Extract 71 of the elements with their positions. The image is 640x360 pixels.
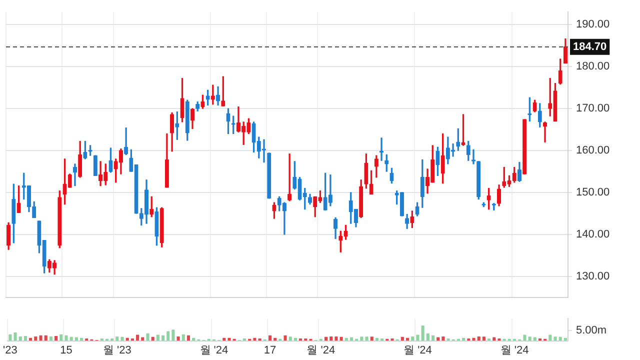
bar [288,336,292,341]
y-tick-label: 140.00 [576,228,610,240]
candlestick [154,207,159,246]
bar [228,338,231,341]
candlestick [288,154,292,202]
x-tick-label: '23 [3,344,18,356]
y-tick-label: 150.00 [576,186,610,199]
bar [44,335,48,341]
bar [166,331,170,341]
x-tick-label: 15 [60,344,72,356]
bar [431,335,435,341]
bar [284,335,287,341]
bar [60,334,63,341]
y-tick-label: 5.00m [576,324,607,336]
x-tick-label: 월 '24 [404,344,432,356]
bar [146,333,150,341]
bar [370,336,374,341]
bar [411,336,414,341]
y-tick-label: 190.00 [576,18,610,31]
bar [18,336,22,341]
bar [120,336,124,341]
bar [182,334,185,341]
candlestick [16,185,21,213]
bar [477,336,480,341]
bar [472,338,476,341]
y-tick-label: 160.00 [576,144,610,157]
bar [416,334,420,341]
bar [442,336,445,341]
bar [64,335,68,341]
candlestick [471,149,476,164]
candlestick [436,146,440,176]
bar [176,336,180,341]
bar [172,330,175,341]
candlestick [72,164,78,186]
bar [360,336,364,341]
x-tick-label: 17 [264,344,276,356]
x-tick-label: 월 '24 [500,344,529,356]
bar [49,336,52,341]
y-tick-label: 130.00 [576,270,610,282]
y-tick-label: 180.00 [576,60,610,73]
bar [161,335,165,341]
candlestick [226,108,230,134]
candlestick [390,168,394,184]
bar [8,334,12,341]
bar [116,336,119,341]
bar [268,335,272,341]
candlestick [415,202,420,216]
bar [426,333,430,341]
x-tick-label: 월 '23 [102,344,132,356]
bar [24,336,28,341]
candlestick [272,202,276,219]
bar [554,336,557,341]
bar [54,336,58,341]
candlestick [461,114,466,146]
bar [186,335,190,341]
bar [334,336,338,341]
bar [482,336,486,341]
candlestick [108,148,113,173]
bar [34,336,38,341]
bar [528,336,532,341]
x-tick-label: 월 '24 [200,344,228,356]
bar [421,325,424,341]
y-tick-label: 170.00 [576,102,610,115]
candlestick [124,128,128,156]
x-tick-label: 월 '24 [306,344,336,356]
bar [14,332,17,341]
bar [330,336,333,341]
bar [365,336,368,341]
ref-line-label: 184.70 [573,40,607,53]
bar [39,335,42,341]
candlestick [180,78,184,122]
